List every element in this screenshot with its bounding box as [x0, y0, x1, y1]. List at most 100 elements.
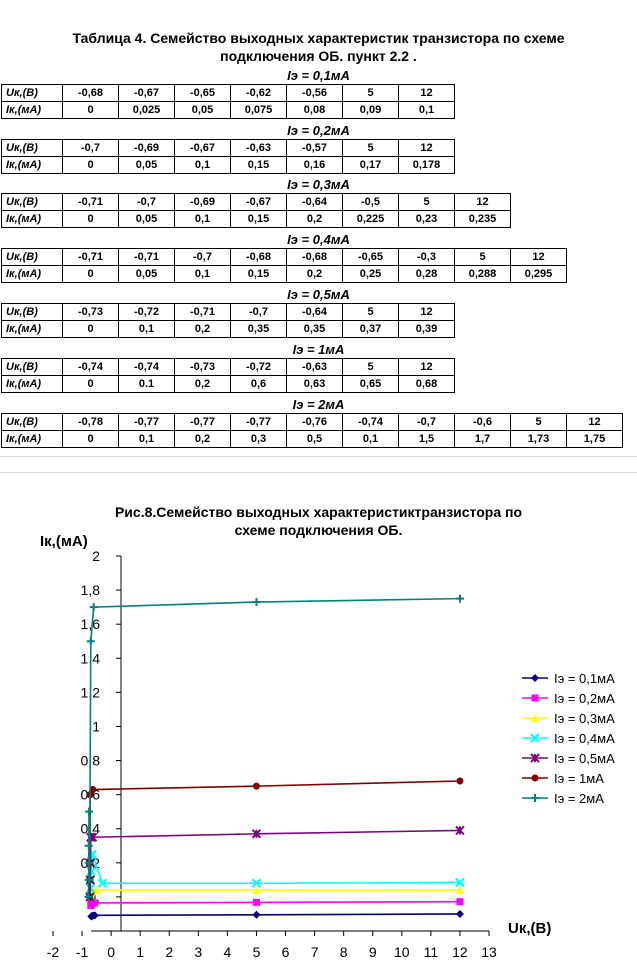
value-cell[interactable]: -0,77	[174, 413, 231, 431]
value-cell[interactable]: -0,68	[230, 248, 287, 266]
value-cell[interactable]: -0,64	[286, 303, 343, 321]
value-cell[interactable]: 0,05	[118, 156, 175, 174]
value-cell[interactable]: 0,63	[286, 375, 343, 393]
value-cell[interactable]: -0,65	[342, 248, 399, 266]
value-cell[interactable]: 12	[454, 193, 511, 211]
value-cell[interactable]: 5	[342, 84, 399, 102]
value-cell[interactable]: -0,69	[174, 193, 231, 211]
value-cell[interactable]: -0,67	[118, 84, 175, 102]
value-cell[interactable]: 12	[398, 84, 455, 102]
value-cell[interactable]: 5	[398, 193, 455, 211]
value-cell[interactable]: -0,77	[230, 413, 287, 431]
row-header-cell[interactable]: Iк,(мА)	[1, 320, 63, 338]
value-cell[interactable]: 0,1	[174, 156, 231, 174]
value-cell[interactable]: 0,68	[398, 375, 455, 393]
value-cell[interactable]: -0,62	[230, 84, 287, 102]
value-cell[interactable]: 0,05	[118, 265, 175, 283]
value-cell[interactable]: 0,1	[118, 320, 175, 338]
value-cell[interactable]: -0,7	[174, 248, 231, 266]
value-cell[interactable]: -0,64	[286, 193, 343, 211]
value-cell[interactable]: -0,71	[174, 303, 231, 321]
value-cell[interactable]: 0,178	[398, 156, 455, 174]
row-header-cell[interactable]: Uк,(В)	[1, 303, 63, 321]
value-cell[interactable]: 1,7	[454, 430, 511, 448]
value-cell[interactable]: 5	[342, 139, 399, 157]
value-cell[interactable]: 0,2	[174, 375, 231, 393]
value-cell[interactable]: -0,7	[118, 193, 175, 211]
row-header-cell[interactable]: Uк,(В)	[1, 84, 63, 102]
row-header-cell[interactable]: Iк,(мА)	[1, 430, 63, 448]
value-cell[interactable]: 0,28	[398, 265, 455, 283]
value-cell[interactable]: 0	[62, 320, 119, 338]
value-cell[interactable]: -0,78	[62, 413, 119, 431]
value-cell[interactable]: 0,2	[174, 430, 231, 448]
value-cell[interactable]: -0,71	[62, 248, 119, 266]
value-cell[interactable]: 5	[510, 413, 567, 431]
value-cell[interactable]: -0,74	[342, 413, 399, 431]
value-cell[interactable]: 12	[398, 303, 455, 321]
value-cell[interactable]: -0,72	[118, 303, 175, 321]
value-cell[interactable]: 0,1	[118, 430, 175, 448]
value-cell[interactable]: 0,08	[286, 101, 343, 119]
value-cell[interactable]: -0,65	[174, 84, 231, 102]
value-cell[interactable]: -0,7	[62, 139, 119, 157]
value-cell[interactable]: 0,3	[230, 430, 287, 448]
value-cell[interactable]: 5	[454, 248, 511, 266]
value-cell[interactable]: 0,39	[398, 320, 455, 338]
value-cell[interactable]: -0,72	[230, 358, 287, 376]
value-cell[interactable]: 0,1	[174, 265, 231, 283]
value-cell[interactable]: -0,7	[230, 303, 287, 321]
value-cell[interactable]: 1,75	[566, 430, 623, 448]
value-cell[interactable]: 0,35	[230, 320, 287, 338]
value-cell[interactable]: 0,16	[286, 156, 343, 174]
row-header-cell[interactable]: Uк,(В)	[1, 193, 63, 211]
value-cell[interactable]: 5	[342, 358, 399, 376]
value-cell[interactable]: 0,09	[342, 101, 399, 119]
value-cell[interactable]: -0,69	[118, 139, 175, 157]
value-cell[interactable]: 0,2	[286, 210, 343, 228]
value-cell[interactable]: 0,295	[510, 265, 567, 283]
value-cell[interactable]: 0,225	[342, 210, 399, 228]
row-header-cell[interactable]: Iк,(мА)	[1, 156, 63, 174]
value-cell[interactable]: 0,05	[174, 101, 231, 119]
value-cell[interactable]: 0,05	[118, 210, 175, 228]
value-cell[interactable]: -0,71	[118, 248, 175, 266]
value-cell[interactable]: 0,15	[230, 156, 287, 174]
value-cell[interactable]: 0,17	[342, 156, 399, 174]
value-cell[interactable]: -0,73	[62, 303, 119, 321]
row-header-cell[interactable]: Iк,(мА)	[1, 210, 63, 228]
value-cell[interactable]: 0,2	[286, 265, 343, 283]
value-cell[interactable]: 0,1	[342, 430, 399, 448]
value-cell[interactable]: 0,35	[286, 320, 343, 338]
value-cell[interactable]: 0,1	[398, 101, 455, 119]
value-cell[interactable]: 0,25	[342, 265, 399, 283]
value-cell[interactable]: -0,67	[230, 193, 287, 211]
value-cell[interactable]: 0.1	[118, 375, 175, 393]
row-header-cell[interactable]: Uк,(В)	[1, 139, 63, 157]
row-header-cell[interactable]: Iк,(мА)	[1, 375, 63, 393]
value-cell[interactable]: 0	[62, 210, 119, 228]
value-cell[interactable]: 1,5	[398, 430, 455, 448]
value-cell[interactable]: 12	[398, 139, 455, 157]
value-cell[interactable]: 0,5	[286, 430, 343, 448]
value-cell[interactable]: 0,235	[454, 210, 511, 228]
value-cell[interactable]: -0,6	[454, 413, 511, 431]
value-cell[interactable]: -0,68	[62, 84, 119, 102]
value-cell[interactable]: -0,3	[398, 248, 455, 266]
value-cell[interactable]: 0,23	[398, 210, 455, 228]
value-cell[interactable]: -0,76	[286, 413, 343, 431]
value-cell[interactable]: 0,15	[230, 265, 287, 283]
value-cell[interactable]: -0,5	[342, 193, 399, 211]
row-header-cell[interactable]: Iк,(мА)	[1, 101, 63, 119]
row-header-cell[interactable]: Iк,(мА)	[1, 265, 63, 283]
value-cell[interactable]: -0,74	[62, 358, 119, 376]
value-cell[interactable]: 12	[398, 358, 455, 376]
value-cell[interactable]: 5	[342, 303, 399, 321]
value-cell[interactable]: 0,15	[230, 210, 287, 228]
value-cell[interactable]: 0	[62, 265, 119, 283]
value-cell[interactable]: -0,67	[174, 139, 231, 157]
value-cell[interactable]: 0	[62, 101, 119, 119]
value-cell[interactable]: 12	[510, 248, 567, 266]
value-cell[interactable]: -0,71	[62, 193, 119, 211]
value-cell[interactable]: -0,57	[286, 139, 343, 157]
